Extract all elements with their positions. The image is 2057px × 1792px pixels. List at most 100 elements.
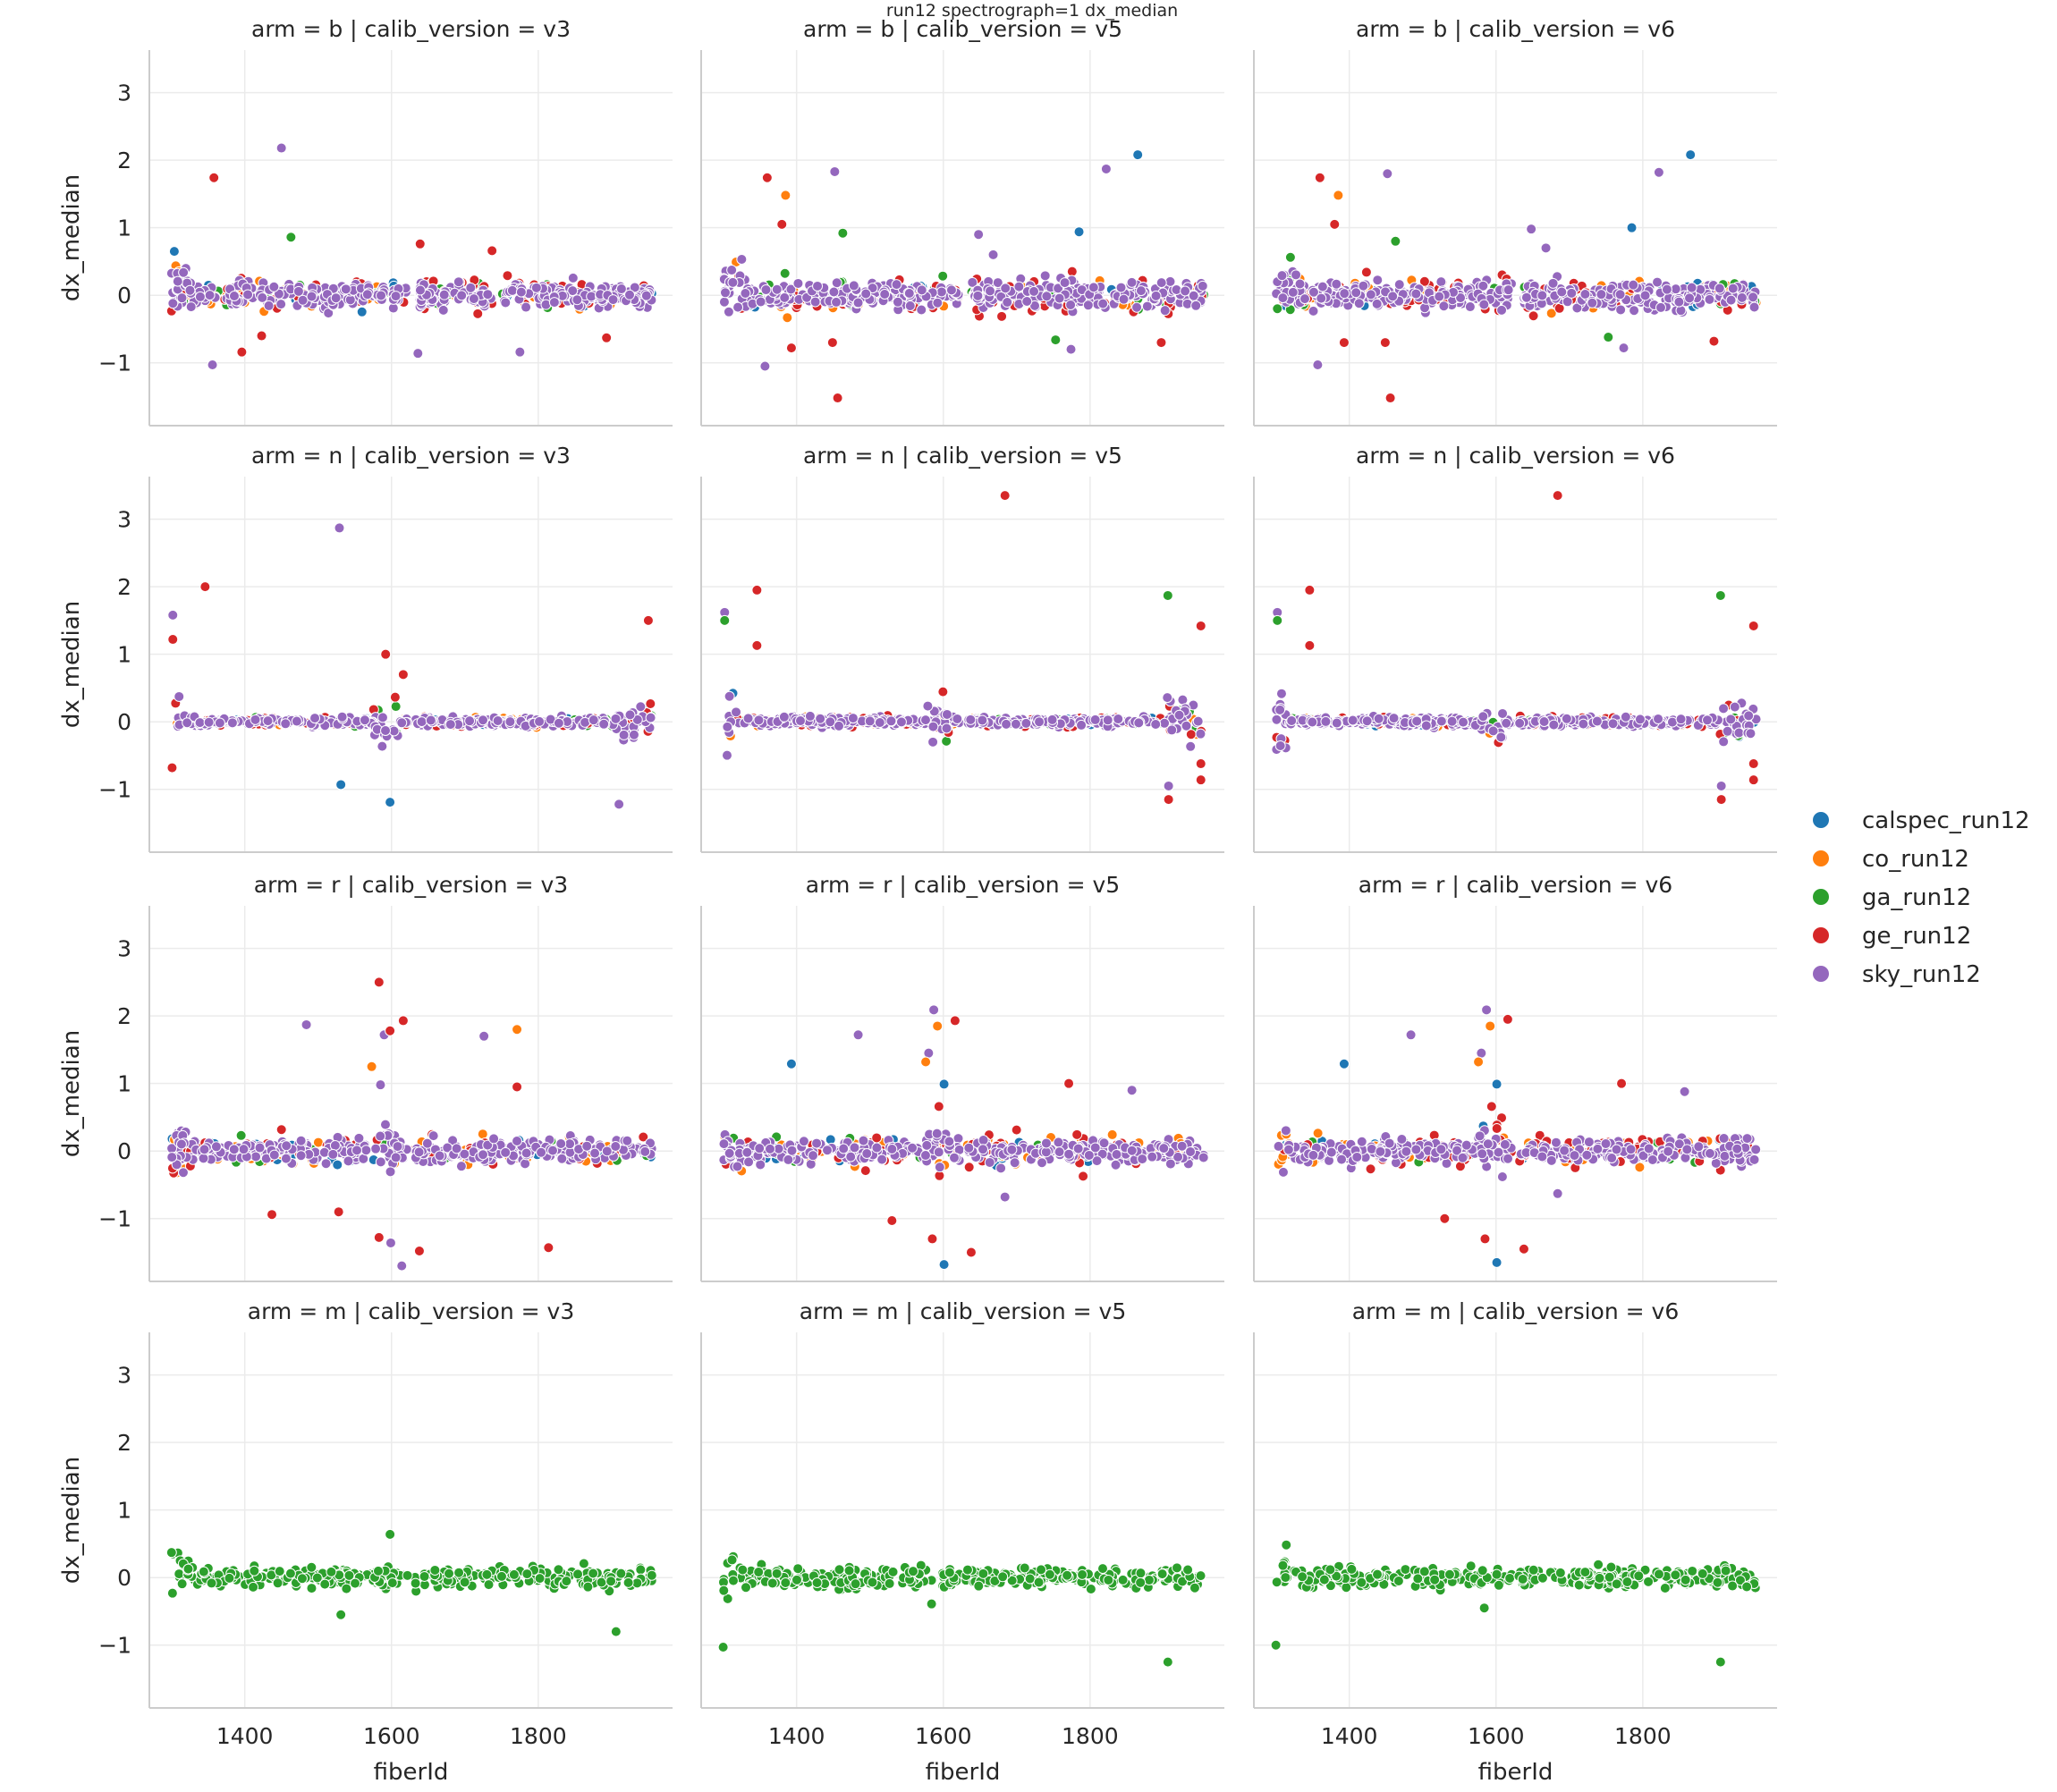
data-point-sky_run12 [1113,714,1123,724]
data-point-sky_run12 [1054,1137,1063,1147]
data-point-sky_run12 [904,289,914,299]
data-point-sky_run12 [452,1144,461,1154]
outlier-point-ge_run12 [334,1207,343,1217]
data-point-sky_run12 [371,1144,381,1154]
data-point-ga_run12 [1285,252,1295,262]
outlier-point-calspec_run12 [336,780,346,790]
outlier-point-ge_run12 [257,331,267,341]
data-point-sky_run12 [1022,297,1032,307]
data-point-sky_run12 [556,1138,566,1148]
data-point-sky_run12 [850,1143,859,1153]
data-point-sky_run12 [1723,726,1732,736]
data-point-sky_run12 [944,1137,954,1146]
data-point-sky_run12 [549,298,559,308]
data-point-sky_run12 [722,750,732,760]
data-point-sky_run12 [328,1149,338,1159]
data-point-ge_run12 [1361,267,1371,277]
outlier-point-ge_run12 [512,1082,522,1092]
data-point-sky_run12 [1719,704,1729,714]
data-point-ge_run12 [1366,1164,1376,1174]
data-point-sky_run12 [296,1151,306,1161]
data-point-sky_run12 [321,1159,331,1169]
data-point-ge_run12 [964,1162,974,1172]
data-point-sky_run12 [337,712,347,722]
points [720,491,1206,805]
data-point-sky_run12 [548,1145,558,1155]
data-point-sky_run12 [905,300,915,310]
outlier-point-sky_run12 [760,361,770,371]
data-point-sky_run12 [1001,283,1011,293]
data-point-sky_run12 [478,1150,488,1160]
data-point-sky_run12 [865,716,875,726]
data-point-sky_run12 [229,1145,239,1154]
data-point-sky_run12 [619,730,629,740]
data-point-sky_run12 [1376,1146,1385,1156]
data-point-sky_run12 [978,715,987,725]
data-point-sky_run12 [935,1162,944,1172]
outlier-point-ga_run12 [720,615,730,625]
data-point-sky_run12 [813,281,823,291]
data-point-sky_run12 [1676,714,1686,724]
data-point-sky_run12 [1007,1145,1017,1154]
panel: arm = n | calib_version = v5 [701,443,1224,852]
data-point-sky_run12 [483,290,493,300]
data-point-sky_run12 [728,277,738,287]
outlier-point-co_run12 [1474,1057,1484,1067]
data-point-sky_run12 [1326,1147,1336,1157]
data-point-sky_run12 [505,717,515,727]
data-point-sky_run12 [1503,285,1513,295]
outlier-point-ge_run12 [200,582,210,592]
outlier-point-co_run12 [781,190,791,200]
outlier-point-ge_run12 [267,1210,277,1220]
data-point-sky_run12 [176,1139,186,1149]
data-point-sky_run12 [531,283,541,292]
data-point-sky_run12 [1734,728,1744,738]
data-point-sky_run12 [195,718,205,728]
outlier-point-ge_run12 [1305,585,1315,595]
data-point-sky_run12 [1191,300,1201,310]
data-point-sky_run12 [608,295,618,305]
data-point-sky_run12 [1621,712,1630,722]
data-point-sky_run12 [953,1134,963,1144]
data-point-sky_run12 [1412,716,1422,726]
data-point-sky_run12 [1172,284,1181,294]
outlier-point-sky_run12 [1066,344,1076,354]
data-point-sky_run12 [501,298,511,308]
data-point-sky_run12 [1629,280,1638,290]
outlier-point-calspec_run12 [1492,1257,1502,1267]
outlier-point-sky_run12 [1619,343,1629,353]
data-point-sky_run12 [646,713,656,723]
x-tick-label: 1600 [363,1723,420,1749]
outlier-point-ge_run12 [934,1102,944,1112]
outlier-point-ge_run12 [1196,775,1206,785]
outlier-point-ge_run12 [833,393,842,403]
data-point-sky_run12 [723,722,732,731]
data-point-sky_run12 [877,1154,887,1164]
data-point-sky_run12 [839,1144,849,1154]
data-point-sky_run12 [307,292,317,301]
data-point-sky_run12 [1587,298,1597,308]
data-point-sky_run12 [755,1144,765,1154]
data-point-sky_run12 [1196,729,1206,739]
outlier-point-sky_run12 [479,1031,489,1041]
data-point-sky_run12 [1084,1150,1094,1160]
data-point-sky_run12 [741,288,750,298]
data-point-sky_run12 [281,1154,291,1163]
outlier-point-sky_run12 [1716,781,1726,790]
outlier-point-sky_run12 [1101,164,1111,173]
data-point-sky_run12 [1500,1139,1510,1149]
data-point-sky_run12 [1165,276,1175,286]
data-point-sky_run12 [1163,693,1172,703]
outlier-point-sky_run12 [1541,243,1551,253]
data-point-sky_run12 [932,1128,942,1138]
data-point-sky_run12 [478,715,488,725]
outlier-point-calspec_run12 [786,1059,796,1069]
data-point-sky_run12 [554,718,563,728]
panel: arm = r | calib_version = v5 [701,872,1224,1281]
data-point-sky_run12 [1010,1158,1020,1168]
outlier-point-ge_run12 [643,615,653,625]
data-point-sky_run12 [393,1142,402,1152]
data-point-sky_run12 [1287,715,1297,725]
data-point-sky_run12 [1134,718,1144,728]
data-point-ge_run12 [1528,311,1538,321]
